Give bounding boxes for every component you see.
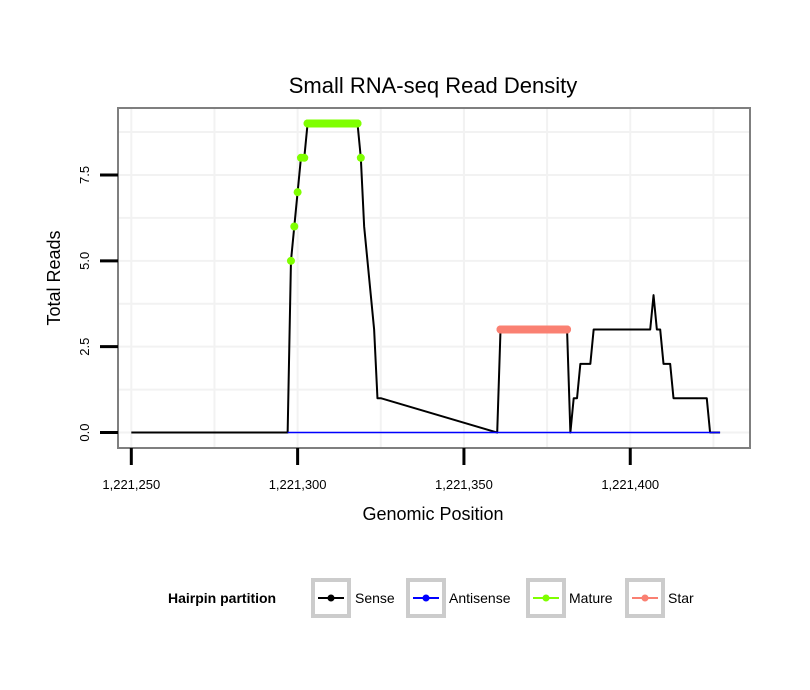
x-axis: 1,221,250 1,221,300 1,221,350 1,221,400 (102, 448, 659, 492)
legend: Hairpin partition Sense Antisense Mature St… (168, 578, 694, 618)
legend-item-antisense: Antisense (406, 578, 511, 618)
legend-label-mature: Mature (569, 590, 613, 606)
y-axis: 0.0 2.5 5.0 7.5 (77, 166, 118, 442)
legend-label-sense: Sense (355, 590, 395, 606)
x-tick-label: 1,221,250 (102, 477, 160, 492)
star-point (563, 325, 572, 334)
y-tick-label: 7.5 (77, 166, 92, 184)
legend-label-star: Star (668, 590, 694, 606)
legend-label-antisense: Antisense (449, 590, 511, 606)
x-axis-title: Genomic Position (362, 504, 503, 524)
y-tick-label: 5.0 (77, 252, 92, 270)
y-tick-label: 0.0 (77, 424, 92, 442)
mature-point (293, 188, 302, 197)
legend-item-sense: Sense (311, 578, 395, 618)
legend-key-point (641, 594, 649, 602)
mature-point (356, 153, 365, 162)
plot-background (117, 107, 751, 449)
grid-lines (119, 109, 749, 447)
legend-key-point (422, 594, 430, 602)
series-layer (131, 119, 721, 434)
legend-key-point (327, 594, 335, 602)
mature-point (353, 119, 362, 128)
chart-title: Small RNA-seq Read Density (289, 73, 578, 98)
mature-point (300, 153, 309, 162)
mature-point (286, 256, 295, 265)
y-tick-label: 2.5 (77, 338, 92, 356)
legend-item-star: Star (625, 578, 694, 618)
legend-title: Hairpin partition (168, 590, 276, 606)
legend-key-point (542, 594, 550, 602)
x-tick-label: 1,221,400 (601, 477, 659, 492)
legend-item-mature: Mature (526, 578, 613, 618)
x-tick-label: 1,221,300 (269, 477, 327, 492)
y-axis-title: Total Reads (44, 230, 64, 325)
x-tick-label: 1,221,350 (435, 477, 493, 492)
mature-point (290, 222, 299, 231)
